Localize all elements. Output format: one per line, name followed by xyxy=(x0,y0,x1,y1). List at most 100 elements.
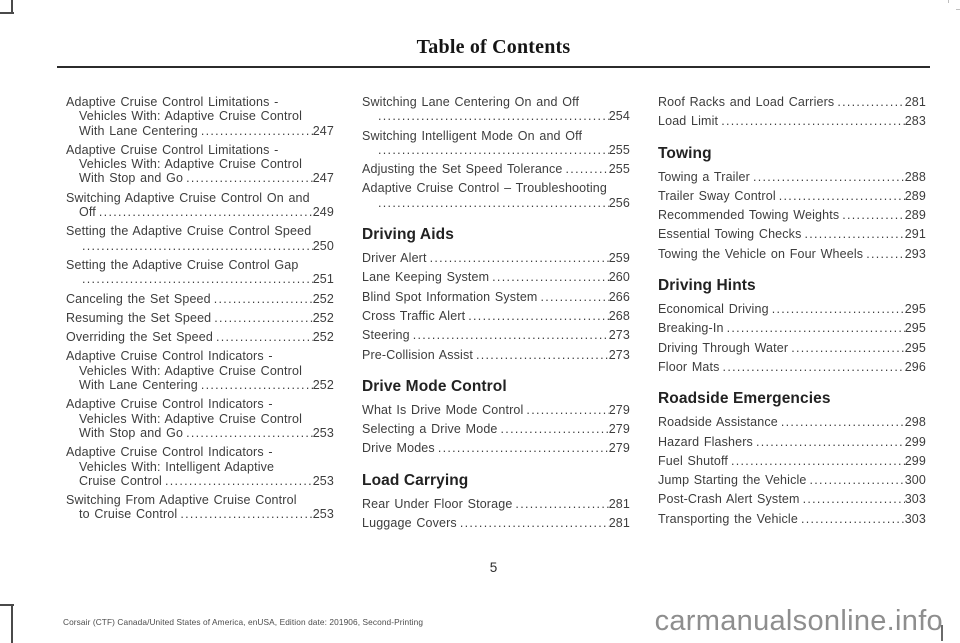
entry-text: Vehicles With: Adaptive Cruise Control xyxy=(79,157,302,172)
toc-entry-line: Switching Intelligent Mode On and Off xyxy=(362,129,630,143)
toc-entry-line: With Lane Centering.....................… xyxy=(66,124,334,138)
page-ref: 293 xyxy=(904,246,926,261)
toc-entry: Selecting a Drive Mode..................… xyxy=(362,422,630,436)
entry-text: Roof Racks and Load Carriers xyxy=(658,95,835,109)
toc-entry-line: Vehicles With: Adaptive Cruise Control xyxy=(66,412,334,426)
toc-entry: Setting the Adaptive Cruise Control Spee… xyxy=(66,224,334,253)
toc-entry: Switching From Adaptive Cruise Control to… xyxy=(66,493,334,522)
page-ref: 296 xyxy=(904,359,926,374)
entry-text: Switching Lane Centering On and Off xyxy=(362,95,580,109)
toc-entry: Post-Crash Alert System.................… xyxy=(658,492,926,506)
section-heading: Load Carrying xyxy=(362,471,469,489)
dot-leader: ........................................… xyxy=(412,328,609,343)
imprint-line: Corsair (CTF) Canada/United States of Am… xyxy=(63,617,424,627)
page-ref: 299 xyxy=(904,434,926,449)
entry-text: Adaptive Cruise Control Limitations - xyxy=(66,142,279,157)
toc-entry: Adaptive Cruise Control Limitations - Veh… xyxy=(66,95,334,138)
page-ref: 279 xyxy=(608,441,630,456)
entry-text: Adaptive Cruise Control – Troubleshootin… xyxy=(362,181,608,196)
entry-text: With Stop and Go xyxy=(79,171,184,186)
page-ref: 255 xyxy=(608,162,630,177)
entry-text: Lane Keeping System xyxy=(362,270,490,285)
page-ref: 255 xyxy=(608,142,630,157)
entry-text: Adaptive Cruise Control Indicators - xyxy=(66,349,273,364)
page-ref: 253 xyxy=(312,473,334,488)
page-ref: 303 xyxy=(904,511,926,526)
toc-entry-line: Hazard Flashers.........................… xyxy=(658,435,926,449)
dot-leader: ........................................… xyxy=(804,227,905,242)
toc-entry-line: Cruise Control..........................… xyxy=(66,474,334,488)
toc-entry-line: ........................................… xyxy=(362,143,630,157)
toc-entry: Breaking-In.............................… xyxy=(658,321,926,335)
entry-text: Towing a Trailer xyxy=(658,169,750,184)
dot-leader: ........................................… xyxy=(730,453,905,468)
toc-entry-line: Adaptive Cruise Control Indicators - xyxy=(66,445,334,459)
dot-leader: ........................................… xyxy=(565,162,609,177)
toc-entry-line: Vehicles With: Intelligent Adaptive xyxy=(66,460,334,474)
page-ref: 273 xyxy=(608,347,630,362)
entry-text: Adaptive Cruise Control Indicators - xyxy=(66,445,273,460)
dot-leader: ........................................… xyxy=(809,473,905,488)
toc-entry: Drive Modes.............................… xyxy=(362,441,630,455)
toc-entry-line: Adaptive Cruise Control Indicators - xyxy=(66,349,334,363)
header-rule xyxy=(57,66,930,68)
toc-entry-line: Recommended Towing Weights..............… xyxy=(658,208,926,222)
toc-entry-line: Off.....................................… xyxy=(66,205,334,219)
entry-text: Hazard Flashers xyxy=(658,434,753,449)
toc-entry-line: Jump Starting the Vehicle...............… xyxy=(658,473,926,487)
entry-text: With Stop and Go xyxy=(79,425,184,440)
toc-entry-line: ........................................… xyxy=(362,196,630,210)
entry-text: Cruise Control xyxy=(79,473,162,488)
page-ref: 256 xyxy=(608,195,630,210)
dot-leader: ........................................… xyxy=(721,114,905,129)
page-ref: 300 xyxy=(904,473,926,488)
dot-leader: ........................................… xyxy=(378,195,609,210)
toc-entry: Switching Adaptive Cruise Control On and… xyxy=(66,191,334,220)
toc-entry-line: Pre-Collision Assist....................… xyxy=(362,348,630,362)
toc-entry-line: Setting the Adaptive Cruise Control Gap xyxy=(66,258,334,272)
dot-leader: ........................................… xyxy=(780,415,905,430)
page-ref: 295 xyxy=(904,321,926,336)
toc-entry: Blind Spot Information System...........… xyxy=(362,290,630,304)
page-ref: 289 xyxy=(904,208,926,223)
toc-entry: Jump Starting the Vehicle...............… xyxy=(658,473,926,487)
toc-entry-line: Adaptive Cruise Control – Troubleshootin… xyxy=(362,181,630,195)
page-number: 5 xyxy=(489,560,498,575)
page-ref: 303 xyxy=(904,492,926,507)
entry-text: Recommended Towing Weights xyxy=(658,208,840,223)
dot-leader: ........................................… xyxy=(200,123,313,138)
toc-entry: Transporting the Vehicle................… xyxy=(658,512,926,526)
toc-entry: What Is Drive Mode Control..............… xyxy=(362,403,630,417)
toc-entry: Cross Traffic Alert.....................… xyxy=(362,309,630,323)
entry-text: Trailer Sway Control xyxy=(658,188,776,203)
toc-entry: Trailer Sway Control....................… xyxy=(658,189,926,203)
page-ref: 254 xyxy=(608,109,630,124)
toc-column-2: Switching Lane Centering On and Off.....… xyxy=(362,95,630,535)
toc-entry: Floor Mats..............................… xyxy=(658,360,926,374)
toc-entry-line: Setting the Adaptive Cruise Control Spee… xyxy=(66,224,334,238)
toc-entry-line: With Lane Centering.....................… xyxy=(66,378,334,392)
dot-leader: ........................................… xyxy=(98,205,313,220)
entry-text: Setting the Adaptive Cruise Control Spee… xyxy=(66,224,312,239)
toc-entry: Driver Alert............................… xyxy=(362,251,630,265)
entry-text: Vehicles With: Adaptive Cruise Control xyxy=(79,109,302,124)
entry-text: Adaptive Cruise Control Indicators - xyxy=(66,397,273,412)
crop-mark-top-left-horizontal xyxy=(0,12,14,14)
toc-entry: Adaptive Cruise Control – Troubleshootin… xyxy=(362,181,630,210)
dot-leader: ........................................… xyxy=(186,425,313,440)
toc-entry-line: Switching From Adaptive Cruise Control xyxy=(66,493,334,507)
toc-entry-line: Canceling the Set Speed.................… xyxy=(66,292,334,306)
toc-entry: Luggage Covers..........................… xyxy=(362,516,630,530)
entry-text: Post-Crash Alert System xyxy=(658,492,800,507)
toc-entry-line: Essential Towing Checks.................… xyxy=(658,227,926,241)
page-ref: 266 xyxy=(608,289,630,304)
entry-text: Towing the Vehicle on Four Wheels xyxy=(658,246,864,261)
toc-entry: Adaptive Cruise Control Indicators - Vehi… xyxy=(66,349,334,392)
dot-leader: ........................................… xyxy=(791,340,904,355)
toc-entry-line: Adaptive Cruise Control Limitations - xyxy=(66,143,334,157)
toc-entry-line: ........................................… xyxy=(66,239,334,253)
crop-mark-bottom-left-horizontal xyxy=(0,604,14,606)
entry-text: Adjusting the Set Speed Tolerance xyxy=(362,162,563,177)
entry-text: With Lane Centering xyxy=(79,123,198,138)
toc-entry: Pre-Collision Assist....................… xyxy=(362,348,630,362)
